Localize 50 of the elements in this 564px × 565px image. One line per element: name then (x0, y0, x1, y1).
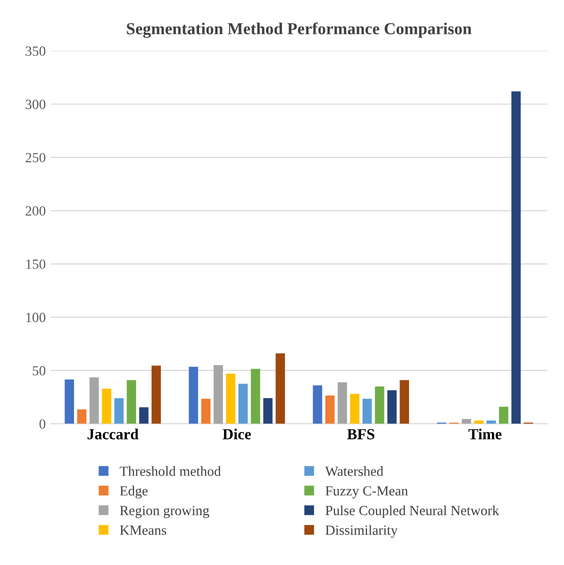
legend-label: Fuzzy C-Mean (326, 486, 408, 498)
bar (126, 380, 136, 424)
y-tick-label: 0 (39, 419, 46, 429)
bar (64, 380, 74, 424)
bar (263, 398, 273, 424)
y-tick-label: 350 (26, 46, 46, 56)
bar (90, 377, 99, 424)
bar (188, 366, 198, 424)
bar (250, 368, 260, 424)
bar (511, 91, 521, 424)
bar (462, 418, 472, 424)
y-tick-label: 100 (26, 312, 46, 322)
bar (276, 353, 285, 424)
x-tick-label: Dice (222, 428, 251, 440)
legend-label: Dissimilarity (326, 525, 398, 538)
bar (474, 420, 484, 424)
legend-label: KMeans (120, 526, 166, 535)
bar (114, 398, 124, 424)
x-tick-label: Time (468, 428, 502, 440)
x-tick-label: Jaccard (88, 428, 139, 440)
bar (486, 420, 496, 424)
bar (387, 390, 397, 424)
x-tick-label: BFS (347, 429, 374, 440)
bar (214, 365, 223, 424)
bar (201, 398, 211, 424)
y-tick-label: 150 (26, 260, 46, 269)
y-tick-label: 50 (32, 366, 46, 376)
bar (325, 396, 335, 424)
y-tick-label: 300 (26, 100, 46, 110)
legend-label: Watershed (325, 466, 384, 476)
bar (374, 386, 384, 424)
bar (362, 398, 372, 424)
bar (312, 385, 322, 424)
bar (238, 384, 248, 424)
legend-label: Pulse Coupled Neural Network (326, 505, 500, 518)
legend-label: Edge (120, 486, 148, 498)
legend-label: Region growing (120, 506, 210, 518)
bar (350, 394, 360, 424)
bar (338, 382, 347, 424)
bar (152, 366, 161, 424)
bar (226, 374, 236, 424)
y-tick-label: 200 (26, 206, 46, 216)
legend-label: Threshold method (120, 466, 221, 476)
bar (139, 407, 148, 424)
y-tick-label: 250 (26, 152, 46, 162)
bar (102, 388, 112, 424)
bar (499, 406, 508, 424)
bar (400, 380, 410, 424)
bar (77, 409, 86, 424)
chart-title: Segmentation Method Performance Comparison (126, 22, 472, 38)
